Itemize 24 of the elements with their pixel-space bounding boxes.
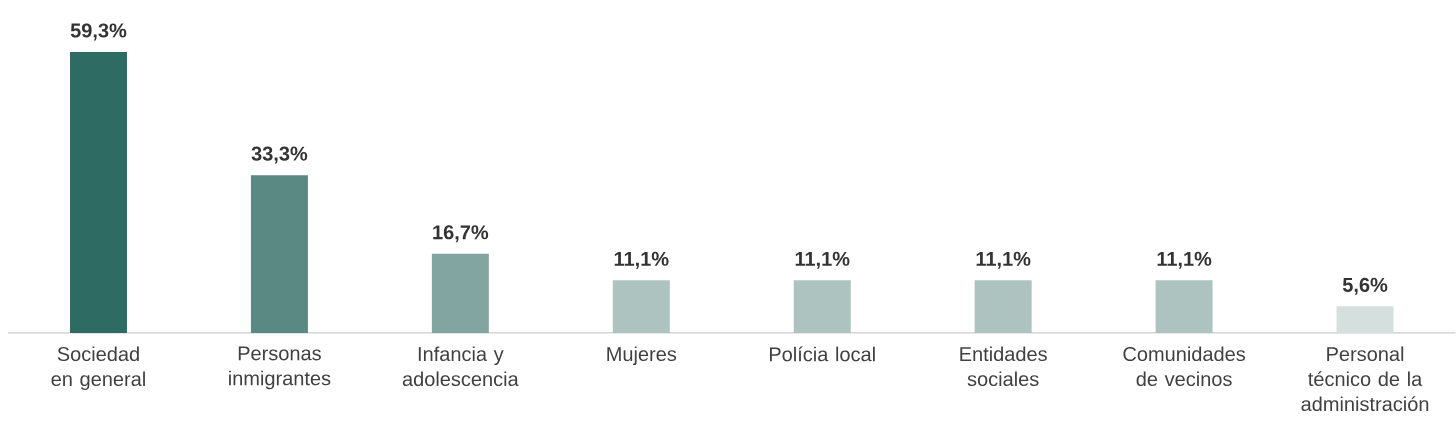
data-label: 11,1% (614, 251, 669, 269)
bar (974, 280, 1032, 333)
x-tick-label: Personal técnico de la administración (1301, 346, 1429, 412)
data-label: 59,3% (70, 23, 127, 41)
data-label: 11,1% (976, 251, 1031, 269)
x-tick-label: Comunidades de vecinos (1123, 346, 1246, 387)
x-tick-label: Polícia local (769, 346, 875, 362)
data-label: 5,6% (1342, 277, 1388, 295)
x-tick-label: Mujeres (607, 346, 677, 366)
bar (1336, 306, 1394, 333)
bar (431, 253, 489, 333)
bar (612, 280, 670, 333)
data-label: 16,7% (433, 225, 489, 243)
x-tick-label: Personas inmigrantes (229, 346, 331, 390)
bar (69, 52, 127, 333)
data-label: 11,1% (1157, 251, 1212, 269)
bar (250, 175, 308, 333)
x-tick-label: Sociedad en general (51, 346, 145, 391)
x-tick-label: Infancia y adolescencia (402, 346, 519, 387)
x-tick-label: Entidades sociales (960, 346, 1047, 387)
data-label: 11,1% (795, 251, 850, 269)
data-label: 33,3% (251, 146, 308, 164)
bar (1155, 280, 1213, 333)
bar (793, 280, 851, 333)
